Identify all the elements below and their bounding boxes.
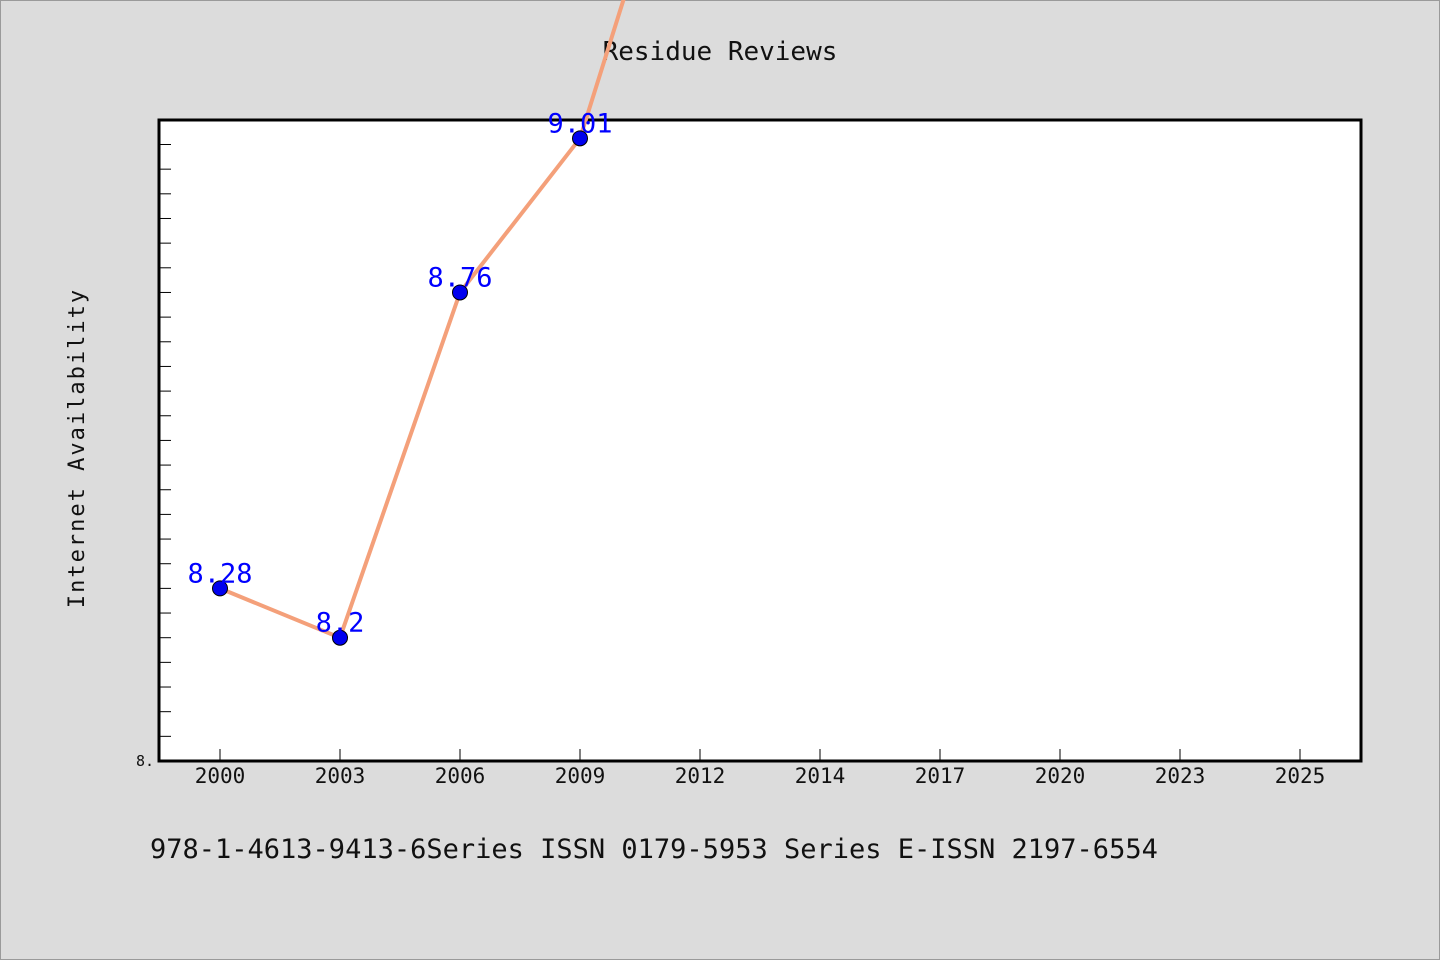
- x-tick-label: 2014: [795, 764, 846, 788]
- data-point: [572, 130, 588, 147]
- x-axis: 2000 2003 2006 2009 2012 2014 2017 2020 2023 2025: [195, 749, 1326, 788]
- x-tick-label: 2025: [1275, 764, 1326, 788]
- data-label: 8.2: [316, 608, 365, 639]
- footer-text: 978-1-4613-9413-6Series ISSN 0179-5953 S…: [150, 834, 1158, 865]
- x-tick-label: 2012: [675, 764, 726, 788]
- data-label: 9.01: [547, 108, 612, 139]
- x-tick-label: 2023: [1155, 764, 1206, 788]
- y-tick-label: 8.: [136, 752, 154, 770]
- chart-title: Residue Reviews: [603, 37, 838, 67]
- x-tick-label: 2003: [315, 764, 366, 788]
- data-point: [452, 284, 468, 301]
- series-line-group: 8.288.28.769.019.6310.199.999.839.6210.1…: [187, 0, 626, 646]
- x-tick-label: 2009: [555, 764, 606, 788]
- x-tick-label: 2006: [435, 764, 486, 788]
- x-tick-label: 2020: [1035, 764, 1086, 788]
- plot-area: [157, 118, 1363, 763]
- x-tick-label: 2000: [195, 764, 246, 788]
- data-point: [332, 629, 348, 646]
- data-label: 8.28: [187, 558, 252, 589]
- data-label: 8.76: [427, 262, 492, 293]
- series-line: [218, 0, 626, 640]
- y-axis-label: Internet Availability: [65, 288, 90, 608]
- x-tick-label: 2017: [915, 764, 966, 788]
- y-axis-ticks: [158, 144, 171, 762]
- data-point: [212, 580, 228, 597]
